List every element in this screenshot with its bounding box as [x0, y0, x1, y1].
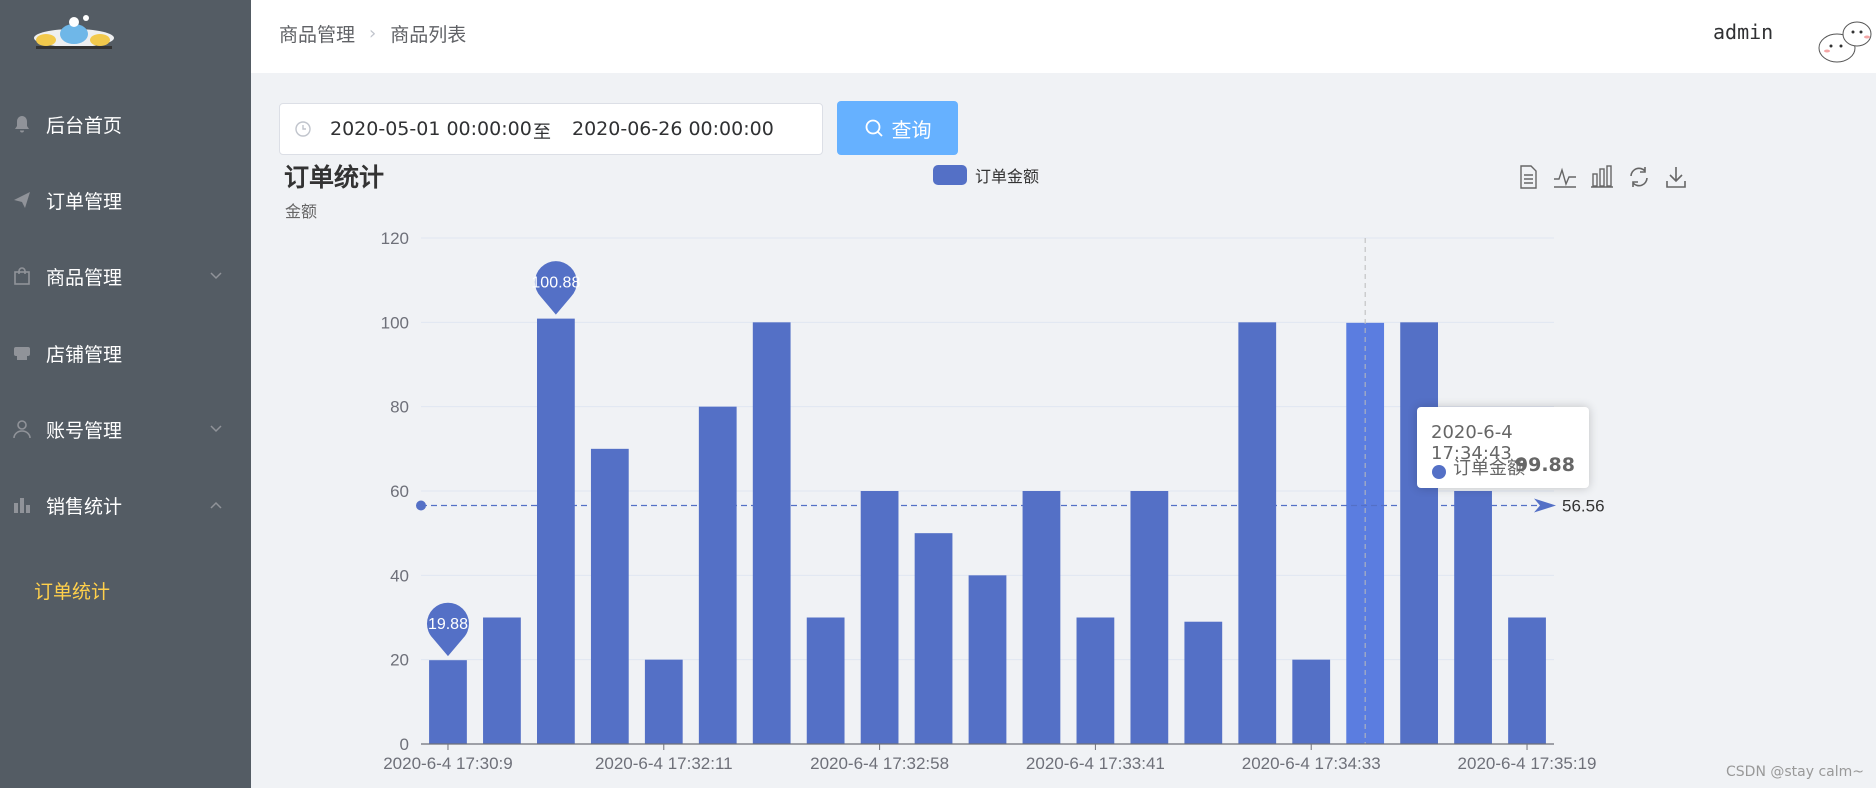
- chart-bar[interactable]: [698, 406, 737, 744]
- breadcrumb-current: 商品列表: [390, 24, 467, 46]
- y-tick-label: 120: [381, 229, 409, 248]
- legend-label: 订单金额: [975, 167, 1040, 186]
- chart-bar[interactable]: [1076, 617, 1115, 745]
- chevron-down-icon: [210, 272, 222, 280]
- chart-bar[interactable]: [536, 318, 575, 744]
- chart-bar[interactable]: [860, 491, 899, 744]
- mark-point-label: 19.88: [428, 616, 468, 633]
- bar-chart-icon: [14, 498, 30, 513]
- bell-icon: [15, 116, 29, 133]
- y-tick-label: 60: [390, 482, 409, 501]
- clock-icon: [295, 121, 311, 137]
- sidebar-item-label: 店铺管理: [46, 343, 123, 366]
- sidebar-item-label: 后台首页: [46, 114, 123, 137]
- chevron-right-icon: ›: [369, 23, 377, 44]
- mark-line-label: 56.56: [1562, 497, 1605, 516]
- x-tick-label: 2020-6-4 17:32:11: [595, 754, 733, 773]
- sidebar-item-shop[interactable]: 店铺管理: [0, 328, 251, 378]
- chart-toolbox: [1516, 164, 1688, 190]
- chart-tooltip: 2020-6-4 17:34:43 订单金额 99.88: [1417, 407, 1589, 488]
- chevron-up-icon: [210, 501, 222, 509]
- avatar[interactable]: [1811, 16, 1873, 68]
- tooltip-value: 99.88: [1514, 454, 1575, 476]
- date-end-input[interactable]: 2020-06-26 00:00:00: [572, 118, 774, 140]
- chart-bar[interactable]: [1022, 491, 1061, 744]
- sidebar-item-label: 订单管理: [46, 190, 123, 213]
- tooltip-title: 2020-6-4 17:34:43: [1431, 422, 1513, 464]
- shopping-bag-icon: [14, 267, 30, 285]
- shop-icon: [14, 347, 30, 360]
- y-tick-label: 20: [390, 651, 409, 670]
- date-range-picker[interactable]: 2020-05-01 00:00:00 至 2020-06-26 00:00:0…: [279, 103, 823, 155]
- breadcrumb: 商品管理 › 商品列表: [279, 20, 466, 47]
- y-tick-label: 40: [390, 566, 409, 585]
- chevron-down-icon: [210, 425, 222, 433]
- x-tick-label: 2020-6-4 17:32:58: [810, 754, 949, 773]
- sidebar: 后台首页 订单管理 商品管理 店铺管理 账号管理 销售统计 订单统计: [0, 0, 251, 788]
- chart-bar[interactable]: [752, 322, 791, 744]
- watermark: CSDN @stay calm~: [1726, 764, 1864, 780]
- breadcrumb-item[interactable]: 商品管理: [279, 24, 356, 46]
- sidebar-item-orders[interactable]: 订单管理: [0, 175, 251, 225]
- x-tick-label: 2020-6-4 17:34:33: [1242, 754, 1381, 773]
- x-tick-label: 2020-6-4 17:33:41: [1026, 754, 1165, 773]
- mark-line-arrow-icon: [1534, 498, 1556, 513]
- line-switch-icon[interactable]: [1553, 164, 1577, 190]
- chart-bar[interactable]: [1130, 491, 1169, 744]
- sidebar-subitem-order-stats[interactable]: 订单统计: [0, 564, 251, 614]
- x-tick-label: 2020-6-4 17:35:19: [1458, 754, 1597, 773]
- mark-point-label: 100.88: [531, 275, 580, 292]
- bar-switch-icon[interactable]: [1590, 164, 1614, 190]
- sidebar-item-home[interactable]: 后台首页: [0, 99, 251, 149]
- mark-point-pin[interactable]: [426, 602, 469, 657]
- chart-bar[interactable]: [1400, 322, 1439, 744]
- send-icon: [14, 192, 30, 208]
- chart-bar[interactable]: [806, 617, 845, 745]
- user-name[interactable]: admin: [1713, 20, 1774, 44]
- sidebar-item-sales[interactable]: 销售统计: [0, 480, 251, 530]
- query-button[interactable]: 查询: [837, 101, 958, 155]
- sidebar-item-goods[interactable]: 商品管理: [0, 251, 251, 301]
- date-start-input[interactable]: 2020-05-01 00:00:00: [330, 118, 532, 140]
- order-stats-chart: 0 20 40 60 80 100 120 2020-6-4 17:30:9 2020-6-4 …: [381, 229, 1605, 773]
- chart-bar[interactable]: [1292, 659, 1331, 744]
- sidebar-subitem-label: 订单统计: [34, 581, 111, 603]
- sidebar-item-label: 账号管理: [46, 419, 123, 442]
- chart-y-axis-label: 金额: [285, 202, 318, 221]
- chart-bar[interactable]: [644, 659, 683, 744]
- top-header: 商品管理 › 商品列表 admin: [251, 0, 1876, 73]
- data-view-icon[interactable]: [1516, 164, 1540, 190]
- y-tick-label: 0: [400, 735, 409, 754]
- y-tick-label: 100: [381, 313, 409, 332]
- chart-bar[interactable]: [429, 660, 467, 744]
- chart-bar[interactable]: [1238, 322, 1277, 744]
- chart-bar[interactable]: [483, 617, 521, 745]
- chart-bar[interactable]: [590, 448, 629, 744]
- user-icon: [13, 420, 31, 439]
- tooltip-series-name: 订单金额: [1453, 458, 1525, 479]
- x-tick-label: 2020-6-4 17:30:9: [383, 754, 513, 773]
- chart-bar[interactable]: [1184, 621, 1223, 744]
- sidebar-item-label: 商品管理: [46, 266, 123, 289]
- sidebar-item-label: 销售统计: [46, 495, 123, 518]
- chart-bar[interactable]: [914, 533, 953, 744]
- sidebar-item-account[interactable]: 账号管理: [0, 404, 251, 454]
- search-icon: [865, 119, 883, 137]
- chart-bar[interactable]: [1508, 617, 1546, 745]
- tooltip-series-dot: [1432, 465, 1446, 479]
- chart-title: 订单统计: [284, 163, 385, 192]
- y-tick-label: 80: [390, 398, 409, 417]
- chart-legend[interactable]: 订单金额: [933, 163, 1039, 187]
- chart-bar[interactable]: [968, 575, 1007, 744]
- save-image-icon[interactable]: [1664, 164, 1688, 190]
- legend-swatch: [933, 165, 967, 185]
- date-range-separator: 至: [533, 122, 551, 143]
- query-button-label: 查询: [891, 117, 932, 142]
- logo-icon: [34, 15, 114, 49]
- mark-point-pin[interactable]: [534, 261, 577, 315]
- restore-icon[interactable]: [1627, 164, 1651, 190]
- chart-bar[interactable]: [1454, 491, 1492, 744]
